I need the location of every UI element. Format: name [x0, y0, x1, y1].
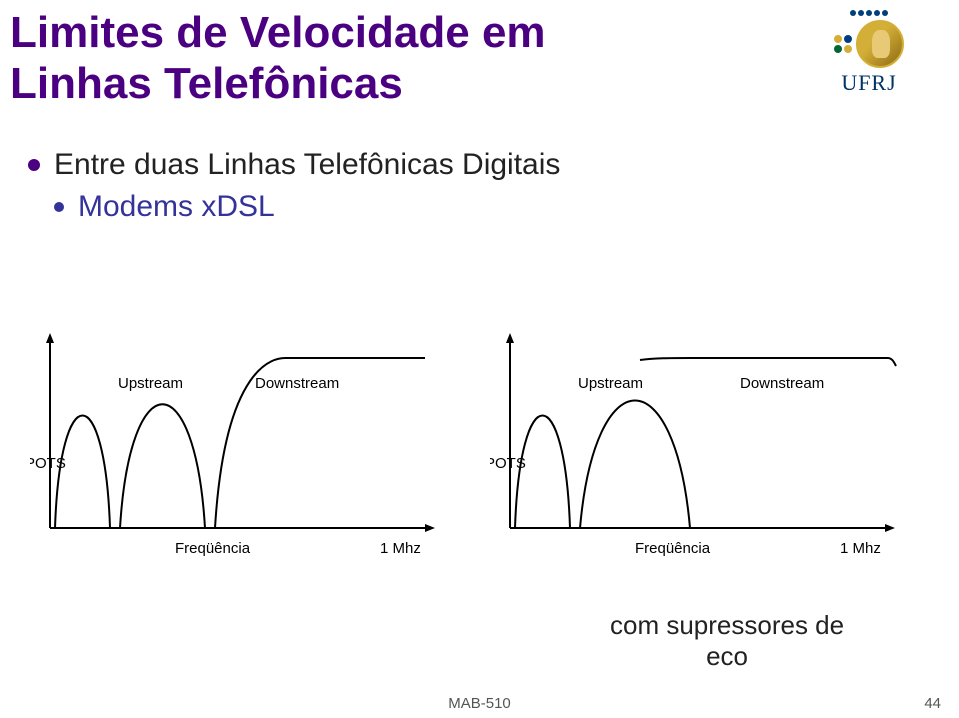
downstream-label: Downstream — [255, 375, 339, 392]
logo-main-row — [809, 20, 929, 68]
upstream-label: Upstream — [118, 375, 183, 392]
bullet-list: Entre duas Linhas Telefônicas Digitais M… — [28, 148, 560, 232]
bullet-subdot-icon — [54, 202, 64, 212]
minerva-icon — [856, 20, 904, 68]
footer-course-code: MAB-510 — [448, 695, 511, 712]
downstream-label: Downstream — [740, 375, 824, 392]
footer-page-number: 44 — [924, 695, 941, 712]
bullet-sub-text: Modems xDSL — [78, 190, 275, 224]
bullet-sub: Modems xDSL — [28, 190, 560, 224]
ufrj-logo: UFRJ — [809, 10, 929, 96]
chart-right: POTS Upstream Downstream Freqüência 1 Mh… — [490, 318, 910, 578]
x-axis-label: Freqüência — [175, 540, 251, 557]
bullet-main-text: Entre duas Linhas Telefônicas Digitais — [54, 148, 560, 182]
x-axis-label: Freqüência — [635, 540, 711, 557]
upstream-label: Upstream — [578, 375, 643, 392]
bullet-dot-icon — [28, 159, 40, 171]
pots-label: POTS — [30, 455, 66, 472]
logo-color-grid — [834, 35, 852, 53]
logo-text: UFRJ — [809, 70, 929, 96]
chart-right-caption: com supressores de eco — [610, 610, 844, 672]
logo-top-dots — [849, 10, 889, 16]
pots-label: POTS — [490, 455, 526, 472]
caption-line-2: eco — [706, 641, 748, 671]
x-end-label: 1 Mhz — [380, 540, 421, 557]
title-line-1: Limites de Velocidade em — [10, 8, 546, 57]
chart-left: POTS Upstream Downstream Freqüência 1 Mh… — [30, 318, 450, 578]
bullet-main: Entre duas Linhas Telefônicas Digitais — [28, 148, 560, 182]
charts-row: POTS Upstream Downstream Freqüência 1 Mh… — [30, 318, 910, 578]
caption-line-1: com supressores de — [610, 610, 844, 640]
title-line-2: Linhas Telefônicas — [10, 59, 403, 108]
x-end-label: 1 Mhz — [840, 540, 881, 557]
slide-title: Limites de Velocidade em Linhas Telefôni… — [10, 8, 546, 109]
